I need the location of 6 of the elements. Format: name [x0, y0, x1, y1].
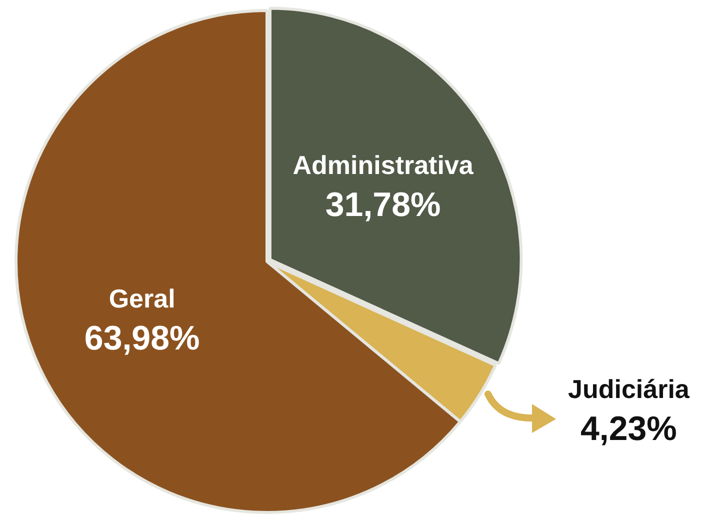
data-label: 31,78% — [325, 186, 441, 224]
legend-label: Judiciária — [568, 374, 690, 404]
data-label: 63,98% — [84, 320, 200, 358]
data-label: 4,23% — [580, 410, 677, 448]
slice-label: Administrativa — [292, 150, 474, 180]
slice-label: Geral — [108, 283, 176, 314]
